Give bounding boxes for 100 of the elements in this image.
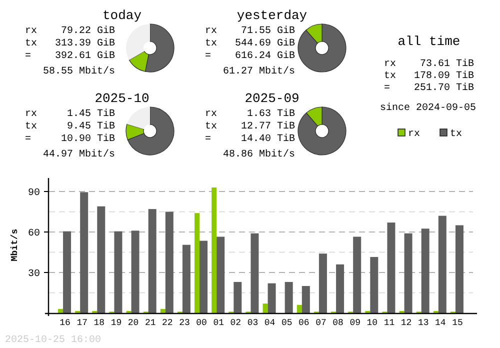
donut-slice (126, 107, 150, 130)
text: = (25, 51, 32, 62)
text: 73.61 TiB (420, 58, 474, 70)
x-tick-label: 00 (196, 318, 207, 328)
bar (63, 231, 72, 313)
text: 12.77 TiB (240, 120, 295, 132)
text: tx (384, 71, 396, 82)
x-tick-label: 11 (384, 318, 395, 328)
donut-slice (126, 24, 150, 60)
bar (165, 212, 174, 313)
text: 544.69 GiB (234, 38, 295, 50)
text: = (25, 134, 32, 145)
x-tick-label: 16 (60, 318, 70, 328)
legend-label: tx (450, 129, 462, 140)
bar (182, 244, 190, 313)
bar (296, 304, 302, 313)
bar (131, 230, 140, 313)
text: 10.90 TiB (60, 133, 115, 145)
text: 313.39 GiB (54, 38, 115, 50)
bar (438, 216, 446, 313)
bar (212, 187, 217, 313)
text: 392.61 GiB (54, 50, 115, 62)
x-tick-label: 20 (128, 318, 139, 328)
x-tick-label: 02 (230, 318, 242, 328)
donut-slice (127, 106, 174, 156)
x-tick-label: 05 (281, 318, 292, 328)
bar (58, 308, 64, 313)
chart-title: 2025-09 (244, 91, 300, 106)
text: rx (25, 109, 38, 120)
text: 44.97 Mbit/s (42, 148, 115, 160)
bar (200, 240, 208, 313)
x-tick-label: 01 (213, 318, 224, 328)
bar (336, 264, 344, 313)
text: 616.24 GiB (234, 50, 295, 62)
bar (284, 282, 293, 313)
text: all time (398, 34, 460, 49)
x-tick-label: 19 (110, 318, 122, 328)
text: 48.86 Mbit/s (222, 148, 295, 160)
bar (80, 192, 88, 313)
x-tick-label: 17 (76, 318, 88, 328)
x-tick-label: 12 (400, 318, 412, 328)
text: 79.22 GiB (60, 25, 115, 37)
text: 178.09 TiB (414, 70, 474, 82)
bar (387, 222, 396, 313)
text: = (384, 83, 390, 94)
text: 251.70 TiB (414, 82, 474, 94)
x-tick-label: 10 (366, 318, 378, 328)
bar (114, 231, 122, 313)
text: rx (25, 26, 38, 37)
x-tick-label: 22 (162, 318, 173, 328)
bar (216, 236, 225, 313)
bar (148, 209, 156, 313)
x-tick-label: 07 (316, 318, 326, 328)
text: = (205, 51, 212, 62)
text: since 2024-09-05 (380, 102, 476, 114)
bar (421, 228, 430, 313)
text: rx (384, 59, 396, 70)
bar (160, 308, 166, 313)
y-tick-label: 60 (28, 228, 40, 240)
x-tick-label: 06 (298, 318, 310, 328)
text: tx (25, 122, 38, 132)
chart-title: yesterday (236, 8, 308, 23)
bar (250, 233, 259, 313)
text: rx (205, 109, 218, 120)
text: 9.45 TiB (66, 120, 115, 132)
x-tick-label: 08 (332, 318, 344, 328)
chart-title: today (102, 8, 142, 23)
x-tick-label: 13 (418, 318, 429, 328)
y-tick-label: 30 (28, 269, 40, 280)
y-tick-label: 90 (28, 188, 40, 199)
text: 14.40 TiB (240, 133, 295, 145)
bar (234, 282, 242, 313)
bar (97, 206, 106, 313)
text: tx (205, 38, 218, 50)
text: 1.63 TiB (246, 108, 295, 120)
text: 61.27 Mbit/s (222, 66, 295, 78)
y-axis-title: Mbit/s (10, 228, 20, 262)
x-tick-label: 18 (94, 318, 105, 328)
x-tick-label: 04 (264, 318, 276, 328)
bar (194, 213, 200, 313)
bar (404, 233, 412, 313)
text: 71.55 GiB (240, 25, 295, 37)
text: 1.45 TiB (66, 108, 115, 120)
bar (353, 236, 362, 313)
x-tick-label: 15 (452, 318, 463, 328)
text: tx (25, 38, 38, 50)
legend-label: rx (408, 129, 420, 140)
x-tick-label: 14 (435, 318, 446, 328)
text: = (205, 134, 212, 145)
bar (370, 256, 378, 313)
bar (268, 283, 276, 313)
donut-slice (298, 24, 346, 72)
x-tick-label: 09 (350, 318, 360, 328)
donut-slice (298, 106, 346, 156)
text: tx (205, 122, 218, 132)
chart-title: 2025-10 (94, 91, 150, 106)
bar (302, 286, 310, 313)
bar (318, 254, 327, 313)
text: rx (205, 26, 218, 37)
x-tick-label: 03 (247, 318, 258, 328)
